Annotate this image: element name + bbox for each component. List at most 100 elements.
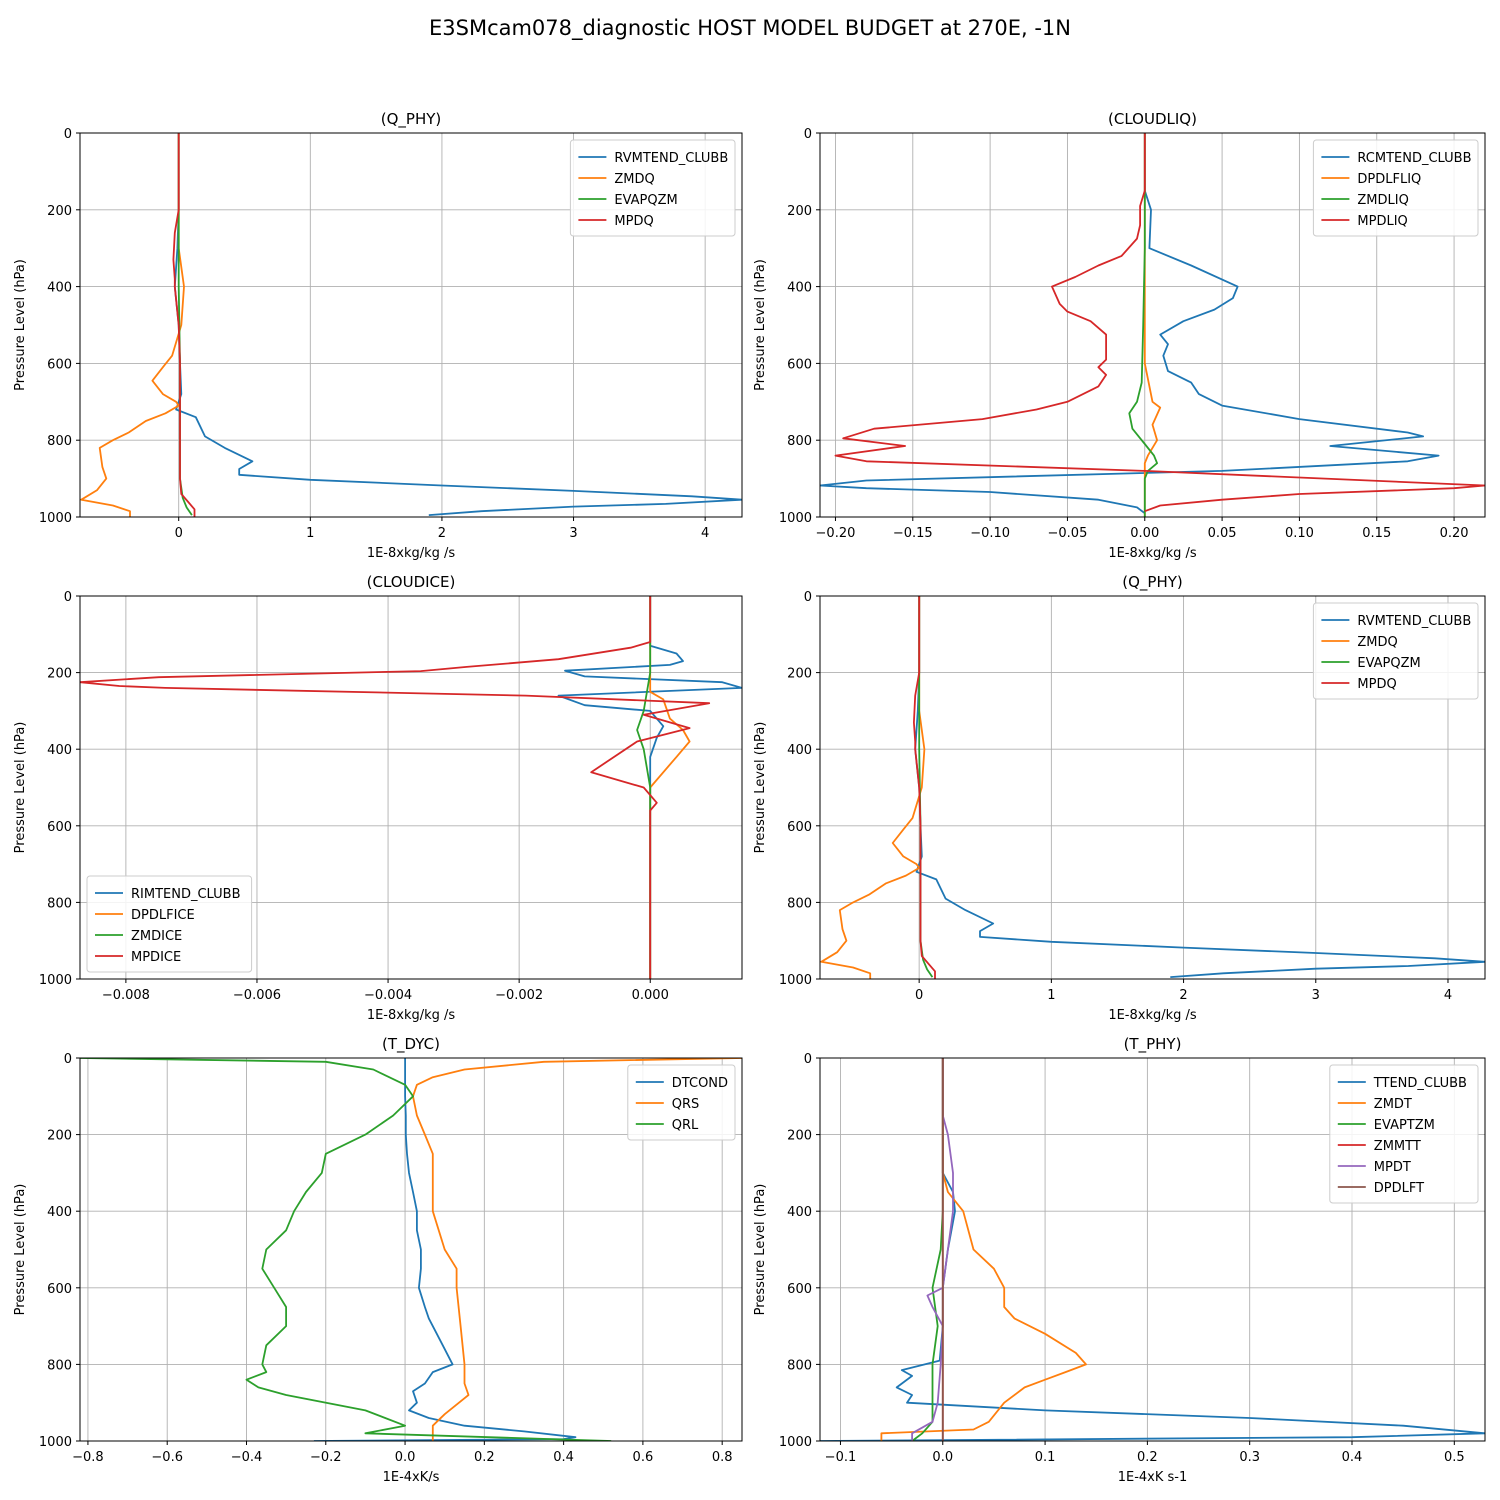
series-line-mpdt <box>911 1058 954 1441</box>
x-tick-label: 0.4 <box>1342 1450 1363 1465</box>
series-line-dtcond <box>313 1058 577 1441</box>
x-tick-label: −0.002 <box>495 988 543 1003</box>
x-tick-label: −0.20 <box>816 526 856 541</box>
series-line-zmdq <box>80 133 185 517</box>
legend: RCMTEND_CLUBB DPDLFLIQ ZMDLIQ MPDLIQ <box>1312 139 1479 237</box>
legend-label: RIMTEND_CLUBB <box>131 887 241 902</box>
legend-box <box>1312 139 1479 237</box>
y-tick-label: 600 <box>47 820 72 835</box>
x-tick-label: −0.1 <box>825 1450 857 1465</box>
x-tick-label: 0.05 <box>1208 526 1237 541</box>
series-line-zmdq <box>820 596 926 979</box>
panel-title: (Q_PHY) <box>1122 573 1183 592</box>
y-tick-label: 0 <box>804 1052 812 1067</box>
legend-label: EVAPQZM <box>614 193 677 208</box>
y-tick-label: 400 <box>47 281 72 296</box>
legend-label: RVMTEND_CLUBB <box>614 151 728 166</box>
y-tick-label: 200 <box>47 1129 72 1144</box>
legend-box <box>86 875 253 973</box>
y-tick-label: 200 <box>47 204 72 219</box>
chart-panel-2: −0.20 −0.15 −0.10 −0.05 0.00 0.05 0.10 0.15 0.20… <box>753 110 1486 561</box>
y-tick-label: 800 <box>47 434 72 449</box>
legend-label: MPDLIQ <box>1357 214 1407 229</box>
y-tick-label: 400 <box>787 743 812 758</box>
series-group <box>80 1058 742 1441</box>
series-line-rcmtend_clubb <box>820 133 1440 514</box>
y-tick-label: 800 <box>47 1358 72 1373</box>
legend-label: QRL <box>672 1118 699 1133</box>
y-axis-label: Pressure Level (hPa) <box>13 259 28 391</box>
series-group <box>820 1058 1485 1441</box>
x-tick-label: 4 <box>1444 988 1452 1003</box>
y-tick-label: 0 <box>804 127 812 142</box>
x-tick-label: 4 <box>701 526 709 541</box>
y-tick-label: 800 <box>787 434 812 449</box>
x-axis-label: 1E-4xK s-1 <box>1118 1470 1188 1485</box>
x-axis-label: 1E-8xkg/kg /s <box>1108 546 1197 561</box>
y-tick-label: 1000 <box>779 1435 812 1450</box>
series-line-mpdliq <box>834 133 1485 513</box>
legend-label: QRS <box>672 1097 700 1112</box>
x-tick-label: 0.0 <box>932 1450 953 1465</box>
y-axis-label: Pressure Level (hPa) <box>13 722 28 854</box>
figure-title: E3SMcam078_diagnostic HOST MODEL BUDGET … <box>428 16 1072 40</box>
y-tick-label: 200 <box>787 1129 812 1144</box>
x-tick-label: 2 <box>438 526 446 541</box>
x-tick-label: 0.8 <box>712 1450 733 1465</box>
legend-label: ZMMTT <box>1374 1139 1421 1154</box>
series-group <box>820 596 1485 979</box>
legend-box <box>1329 1064 1479 1204</box>
plot-frame <box>79 1057 743 1442</box>
panel-title: (T_PHY) <box>1124 1035 1182 1054</box>
x-tick-label: 0.4 <box>553 1450 574 1465</box>
chart-panel-5: −0.8 −0.6 −0.4 −0.2 0.0 0.2 0.4 0.6 0.8 0 200 400 60… <box>13 1035 743 1485</box>
x-tick-label: 0.20 <box>1440 526 1469 541</box>
legend: RVMTEND_CLUBB ZMDQ EVAPQZM MPDQ <box>569 139 736 237</box>
x-tick-label: 1 <box>1047 988 1055 1003</box>
x-tick-label: 0.15 <box>1362 526 1391 541</box>
chart-panel-1: 0 1 2 3 4 0 200 400 600 800 1000 (Q_PHY) 1E-8xkg/kg … <box>13 110 743 561</box>
y-tick-label: 0 <box>64 1052 72 1067</box>
legend: DTCOND QRS QRL <box>627 1064 736 1141</box>
x-axis-label: 1E-4xK/s <box>383 1470 440 1485</box>
x-tick-label: 0 <box>915 988 923 1003</box>
x-tick-label: 0.6 <box>633 1450 654 1465</box>
legend-label: MPDQ <box>614 214 653 229</box>
series-line-rimtend_clubb <box>557 596 742 979</box>
x-axis-label: 1E-8xkg/kg /s <box>367 1008 456 1023</box>
y-tick-label: 600 <box>47 1282 72 1297</box>
y-tick-label: 600 <box>787 1282 812 1297</box>
legend-label: MPDQ <box>1357 677 1396 692</box>
series-line-mpdice <box>80 596 711 979</box>
x-tick-label: 0.0 <box>395 1450 416 1465</box>
y-tick-label: 1000 <box>39 973 72 988</box>
y-tick-label: 1000 <box>779 511 812 526</box>
chart-panel-6: −0.1 0.0 0.1 0.2 0.3 0.4 0.5 0 200 400 600 800 1000 (… <box>753 1035 1486 1485</box>
y-tick-label: 400 <box>787 281 812 296</box>
y-tick-label: 200 <box>787 204 812 219</box>
legend: TTEND_CLUBB ZMDT EVAPTZM ZMMTT MPDT DPDLFT <box>1329 1064 1479 1204</box>
x-tick-label: 0.00 <box>1130 526 1159 541</box>
y-tick-label: 400 <box>787 1205 812 1220</box>
x-tick-label: −0.2 <box>310 1450 342 1465</box>
series-line-dpdlfice <box>649 596 691 979</box>
x-tick-label: 0.000 <box>632 988 669 1003</box>
chart-panel-3: −0.008 −0.006 −0.004 −0.002 0.000 0 200 400 600 8… <box>13 573 743 1023</box>
y-axis-label: Pressure Level (hPa) <box>753 1184 768 1316</box>
legend: RVMTEND_CLUBB ZMDQ EVAPQZM MPDQ <box>1312 602 1479 700</box>
series-line-qrs <box>412 1058 742 1441</box>
series-line-qrl <box>80 1058 612 1441</box>
legend-label: EVAPQZM <box>1357 656 1420 671</box>
plot-frame <box>819 595 1486 980</box>
y-tick-label: 800 <box>787 1358 812 1373</box>
x-tick-label: −0.8 <box>72 1450 104 1465</box>
series-line-ttend_clubb <box>820 1058 1485 1441</box>
series-group <box>80 133 742 517</box>
y-tick-label: 1000 <box>39 1435 72 1450</box>
series-group <box>820 133 1485 517</box>
legend-label: DTCOND <box>672 1076 728 1091</box>
y-tick-label: 200 <box>787 667 812 682</box>
legend-label: ZMDLIQ <box>1357 193 1408 208</box>
plot-frame <box>79 595 743 980</box>
